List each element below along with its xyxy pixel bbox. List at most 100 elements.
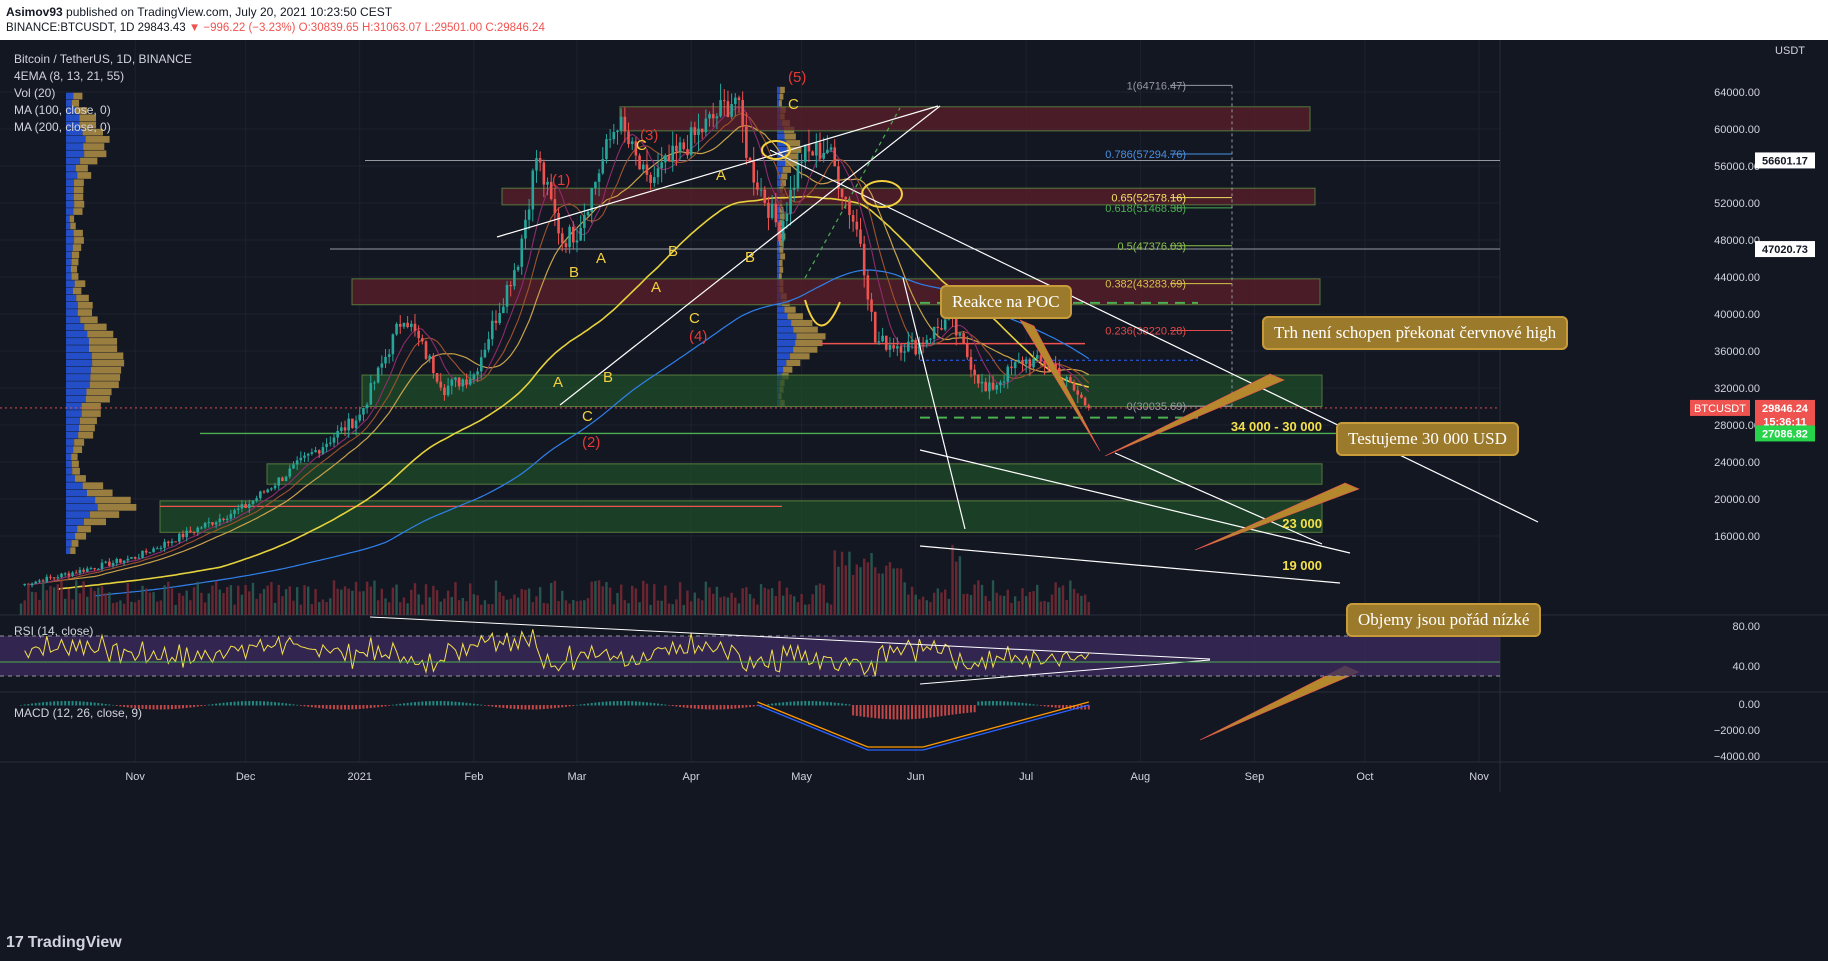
volume-bar xyxy=(163,585,166,615)
volume-profile-bar xyxy=(779,206,784,213)
chart-canvas[interactable]: 1(64716.47) 0.786(57294.76) 0.65(52578.16)… xyxy=(0,40,1828,930)
volume-bar xyxy=(988,600,991,615)
macd-histogram-bar xyxy=(564,705,567,707)
macd-histogram-bar xyxy=(804,701,807,706)
volume-profile-bar xyxy=(779,240,784,247)
volume-bar xyxy=(417,594,420,615)
macd-histogram-bar xyxy=(185,705,188,708)
macd-histogram-bar xyxy=(642,701,645,706)
volume-profile-bar xyxy=(84,150,107,158)
volume-profile-bar xyxy=(66,244,73,251)
volume-bar xyxy=(564,600,568,615)
price-tick-label: 52000.00 xyxy=(1714,198,1760,210)
candle-body xyxy=(513,270,516,287)
volume-bar xyxy=(483,600,487,615)
candle-body xyxy=(711,114,715,119)
macd-histogram-bar xyxy=(89,702,92,706)
volume-bar xyxy=(63,598,67,615)
volume-profile-bar xyxy=(66,143,84,150)
candle-body xyxy=(958,333,962,336)
volume-bar xyxy=(656,600,660,615)
volume-bar xyxy=(299,604,303,615)
volume-bar xyxy=(30,591,34,615)
volume-bar xyxy=(947,598,951,615)
candle-body xyxy=(918,342,921,355)
volume-bar xyxy=(682,604,685,615)
volume-profile-bar xyxy=(777,253,781,260)
legend-rsi: RSI (14, close) xyxy=(14,624,94,638)
volume-bar xyxy=(958,556,962,615)
volume-bar xyxy=(340,589,343,615)
candle-body xyxy=(314,450,317,453)
chart-area[interactable]: 1(64716.47) 0.786(57294.76) 0.65(52578.16)… xyxy=(0,40,1828,930)
zone-label: 19 000 xyxy=(1282,558,1322,573)
macd-histogram-bar xyxy=(671,705,674,707)
volume-profile-bar xyxy=(66,525,78,533)
volume-bar xyxy=(159,600,163,615)
candle-body xyxy=(461,379,465,387)
candle-body xyxy=(796,162,800,189)
candle-body xyxy=(840,188,844,197)
macd-histogram-bar xyxy=(115,705,118,706)
volume-bar xyxy=(384,598,387,615)
volume-bar xyxy=(693,592,697,615)
candle-body xyxy=(284,476,288,481)
macd-histogram-bar xyxy=(1084,705,1087,710)
macd-histogram-bar xyxy=(480,704,483,706)
volume-profile-bar xyxy=(779,93,784,100)
price-tick-label: 48000.00 xyxy=(1714,235,1760,247)
candle-body xyxy=(133,557,137,559)
candle-body xyxy=(192,532,196,534)
tradingview-logo[interactable]: 17 TradingView xyxy=(6,934,122,952)
volume-bar xyxy=(623,600,627,615)
volume-profile-bar xyxy=(777,359,787,367)
volume-bar xyxy=(859,567,862,615)
volume-bar xyxy=(469,583,472,615)
volume-bar xyxy=(818,583,822,615)
candle-body xyxy=(884,335,888,350)
price-label-bg xyxy=(1755,241,1815,258)
volume-bar xyxy=(1039,601,1043,615)
volume-bar xyxy=(542,602,546,615)
macd-histogram-bar xyxy=(251,701,254,706)
volume-bar xyxy=(321,599,325,615)
macd-histogram-bar xyxy=(553,705,556,709)
volume-bar xyxy=(943,589,947,615)
volume-profile-bar xyxy=(66,439,75,446)
candle-body xyxy=(800,161,803,163)
volume-profile-bar xyxy=(66,265,71,273)
volume-bar xyxy=(1065,599,1068,615)
macd-histogram-bar xyxy=(715,705,718,710)
macd-histogram-bar xyxy=(723,705,726,710)
volume-bar xyxy=(752,598,755,615)
volume-profile-bar xyxy=(780,86,785,93)
candle-body xyxy=(163,541,166,548)
candle-body xyxy=(487,339,490,350)
volume-profile-bar xyxy=(779,259,783,267)
time-axis-label: Feb xyxy=(464,771,483,783)
candle-body xyxy=(873,311,877,343)
volume-bar xyxy=(793,596,796,615)
macd-histogram-bar xyxy=(53,701,56,706)
macd-histogram-bar xyxy=(303,705,306,707)
candle-body xyxy=(380,363,384,368)
volume-bar xyxy=(811,594,814,615)
macd-histogram-bar xyxy=(413,702,416,706)
candle-body xyxy=(71,572,74,576)
candle-body xyxy=(1072,382,1076,391)
volume-bar xyxy=(491,604,494,615)
volume-bar xyxy=(995,592,998,615)
candle-body xyxy=(93,568,96,570)
volume-profile-bar xyxy=(81,410,101,417)
candle-body xyxy=(225,518,229,521)
publisher-name[interactable]: Asimov93 xyxy=(6,5,63,19)
candle-body xyxy=(1010,366,1013,369)
legend-ma200: MA (200, close, 0) xyxy=(14,120,111,134)
volume-profile-bar xyxy=(66,424,79,432)
volume-profile-bar xyxy=(66,179,75,187)
macd-histogram-bar xyxy=(992,701,995,706)
volume-bar xyxy=(306,586,310,615)
macd-histogram-bar xyxy=(631,701,634,706)
candle-body xyxy=(973,369,976,375)
macd-histogram-bar xyxy=(881,705,884,719)
